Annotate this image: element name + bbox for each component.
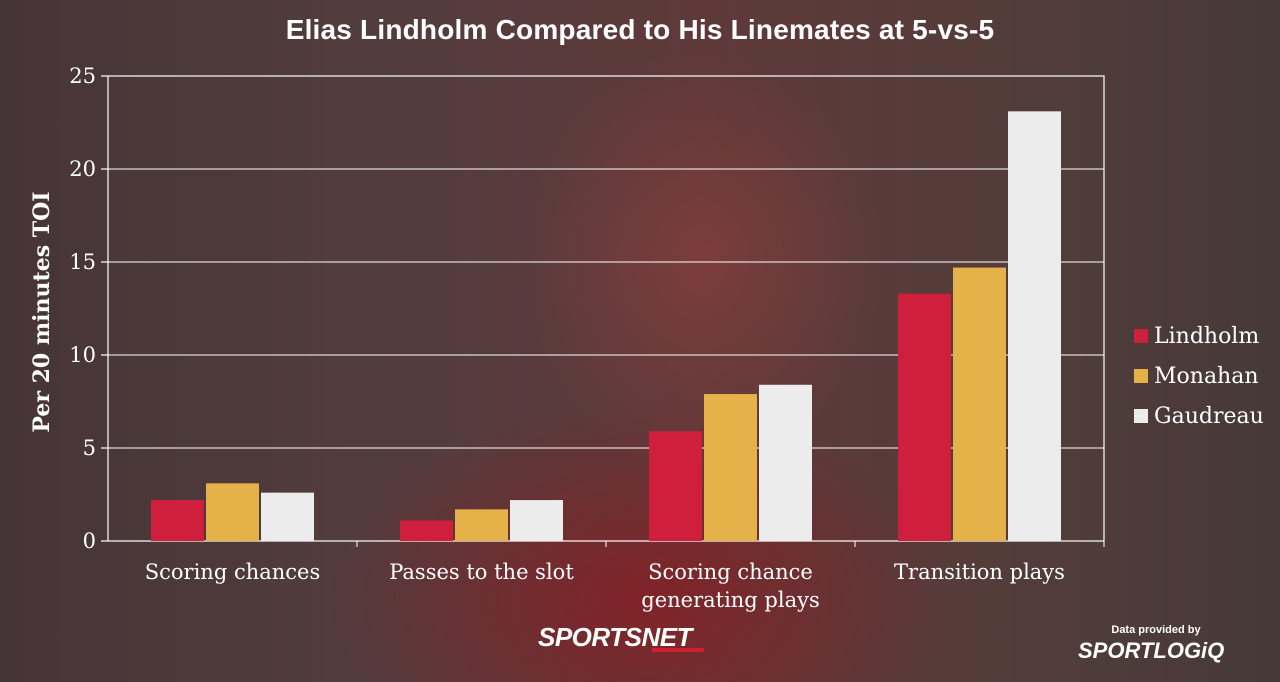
legend-swatch-monahan [1134,369,1148,383]
legend-item-monahan: Monahan [1134,356,1264,396]
x-tick-label: Scoring chance [648,560,813,584]
y-tick-label: 0 [83,529,96,553]
legend-label-monahan: Monahan [1154,363,1259,389]
legend-label-lindholm: Lindholm [1154,323,1260,349]
y-tick-label: 25 [69,64,96,88]
x-tick-label: Passes to the slot [389,560,574,584]
legend-item-lindholm: Lindholm [1134,316,1264,356]
bar-monahan [455,509,508,541]
bar-lindholm [400,520,453,541]
sportsnet-logo-underline [651,648,705,652]
legend-label-gaudreau: Gaudreau [1154,403,1264,429]
y-tick-label: 10 [69,343,96,367]
bar-monahan [953,267,1006,541]
sportsnet-logo: SPORTSNET [538,622,692,652]
bar-gaudreau [1008,111,1061,541]
bar-monahan [206,483,259,541]
legend-swatch-gaudreau [1134,409,1148,423]
x-tick-label: generating plays [641,588,820,612]
y-tick-label: 20 [69,157,96,181]
bar-gaudreau [261,492,314,541]
bar-gaudreau [759,384,812,541]
legend-item-gaudreau: Gaudreau [1134,396,1264,436]
bar-lindholm [898,293,951,541]
bar-lindholm [649,431,702,541]
y-tick-label: 5 [83,436,96,460]
bar-monahan [704,394,757,541]
bar-lindholm [151,500,204,541]
x-tick-label: Scoring chances [145,560,321,584]
data-provided-text: Data provided by [1111,624,1201,636]
legend: Lindholm Monahan Gaudreau [1134,316,1264,436]
x-tick-label: Transition plays [894,560,1065,584]
legend-swatch-lindholm [1134,329,1148,343]
y-tick-label: 15 [69,250,96,274]
chart-title: Elias Lindholm Compared to His Linemates… [285,14,995,45]
bar-gaudreau [510,500,563,541]
sportlogiq-logo: SPORTLOGiQ [1078,638,1225,663]
